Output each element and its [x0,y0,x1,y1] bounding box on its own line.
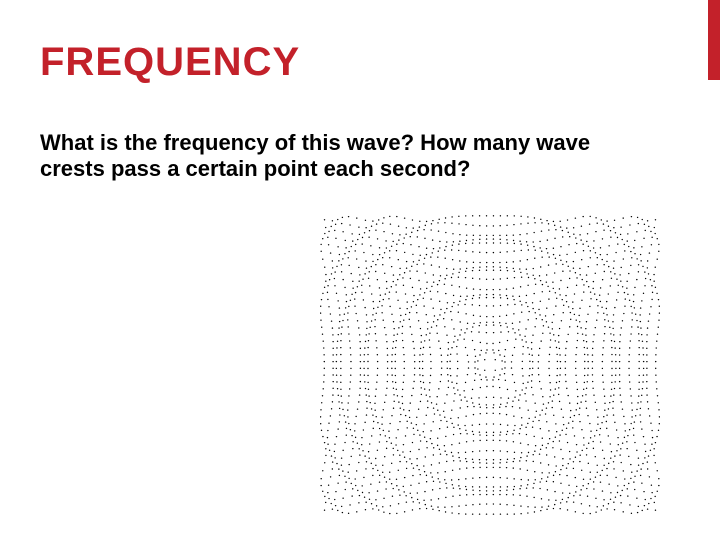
accent-bar [708,0,720,80]
ripple-graphic [320,215,660,515]
slide: FREQUENCY What is the frequency of this … [0,0,720,540]
slide-title: FREQUENCY [40,40,300,85]
ripple-svg [320,215,660,515]
slide-body: What is the frequency of this wave? How … [40,130,600,183]
